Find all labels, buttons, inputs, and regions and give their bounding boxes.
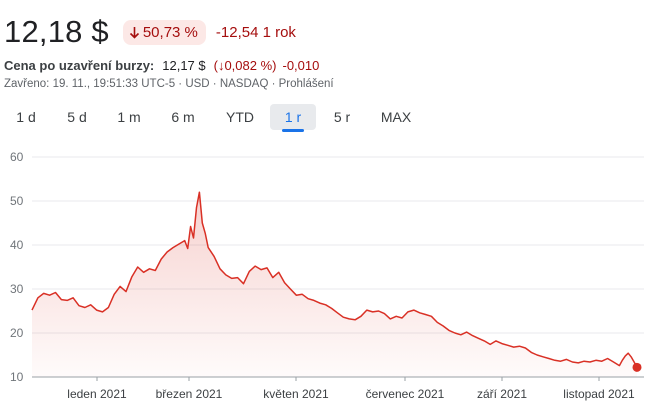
- x-tick-label: listopad 2021: [563, 387, 635, 401]
- market-meta: Zavřeno: 19. 11., 19:51:33 UTC-5 · USD ·…: [4, 78, 334, 90]
- after-hours-change-absolute: -0,010: [282, 58, 320, 73]
- after-hours-price: 12,17 $: [162, 58, 206, 73]
- tab-5d[interactable]: 5 d: [67, 109, 87, 125]
- change-absolute: -12,54 1 rok: [215, 23, 296, 41]
- y-tick-label: 40: [10, 238, 24, 252]
- after-hours-row: Cena po uzavření burzy: 12,17 $ (↓0,082 …: [4, 58, 319, 73]
- tab-5r[interactable]: 5 r: [333, 109, 351, 125]
- x-tick-label: září 2021: [477, 387, 527, 401]
- last-price-marker: [632, 362, 642, 372]
- x-tick-label: červenec 2021: [366, 387, 445, 401]
- tab-ytd[interactable]: YTD: [226, 109, 254, 125]
- change-percent-badge: 50,73 %: [122, 19, 206, 45]
- x-axis-ticks: leden 2021 březen 2021 květen 2021 červenec…: [67, 377, 635, 401]
- price-area: [32, 192, 637, 377]
- y-tick-label: 10: [10, 370, 24, 384]
- x-tick-label: květen 2021: [263, 387, 329, 401]
- after-hours-label: Cena po uzavření burzy:: [4, 58, 155, 73]
- tab-1d[interactable]: 1 d: [16, 109, 36, 125]
- x-tick-label: leden 2021: [67, 387, 127, 401]
- price-line: [31, 191, 638, 368]
- y-tick-label: 50: [10, 194, 24, 208]
- price-row: 12,18 $ 50,73 % -12,54 1 rok: [4, 10, 296, 54]
- y-tick-label: 30: [10, 282, 24, 296]
- x-tick-label: březen 2021: [156, 387, 223, 401]
- tab-1r[interactable]: 1 r: [270, 104, 316, 132]
- change-percent: 50,73 %: [142, 23, 198, 41]
- after-hours-change-percent: (↓0,082 %): [213, 58, 277, 73]
- y-tick-label: 20: [10, 326, 24, 340]
- y-axis-ticks: 60 50 40 30 20 10: [10, 150, 24, 384]
- tab-1m[interactable]: 1 m: [117, 109, 141, 125]
- current-price: 12,18 $: [4, 14, 109, 49]
- tab-max[interactable]: MAX: [380, 109, 412, 125]
- arrow-down-icon: [129, 26, 139, 39]
- y-tick-label: 60: [10, 150, 24, 164]
- tab-6m[interactable]: 6 m: [171, 109, 195, 125]
